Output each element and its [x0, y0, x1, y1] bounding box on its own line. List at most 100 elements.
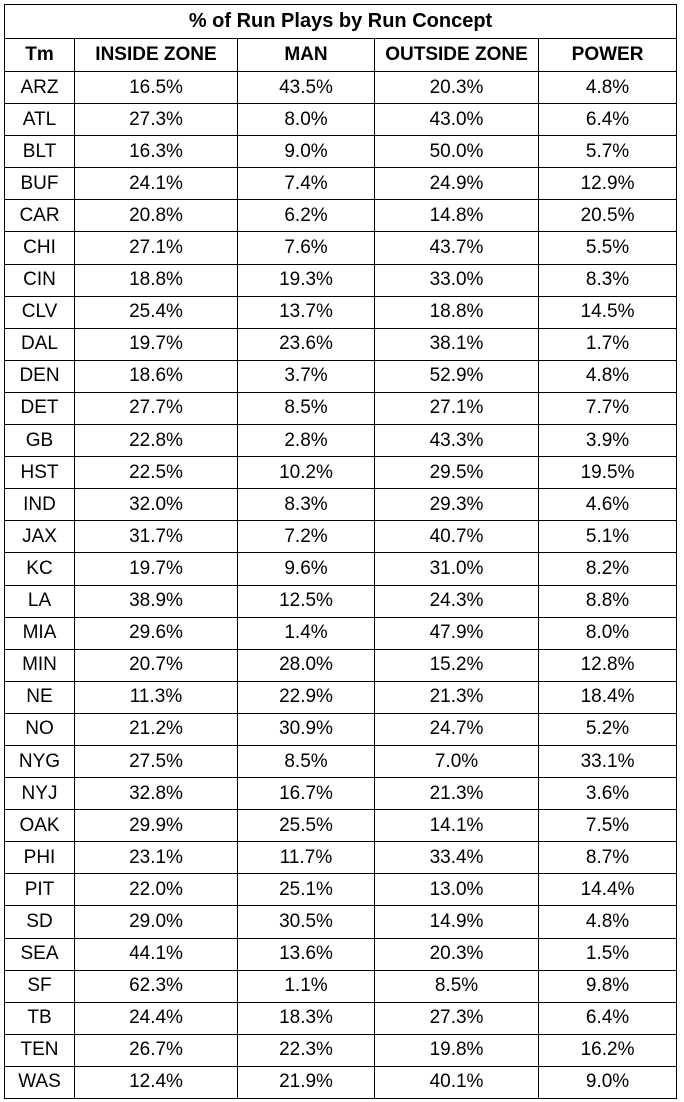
- inside-zone-cell: 31.7%: [74, 520, 238, 554]
- inside-zone-cell: 24.1%: [74, 167, 238, 201]
- outside-zone-cell: 33.4%: [374, 841, 539, 875]
- inside-zone-cell: 23.1%: [74, 841, 238, 875]
- table-row: BLT 16.3% 9.0% 50.0% 5.7%: [4, 135, 678, 169]
- man-cell: 11.7%: [237, 841, 375, 875]
- man-cell: 19.3%: [237, 263, 375, 297]
- man-cell: 8.5%: [237, 744, 375, 779]
- man-cell: 43.5%: [237, 70, 375, 105]
- inside-zone-cell: 16.3%: [74, 135, 238, 169]
- outside-zone-cell: 24.9%: [374, 167, 539, 201]
- man-cell: 9.0%: [237, 135, 375, 169]
- outside-zone-cell: 40.7%: [374, 520, 539, 554]
- man-cell: 13.7%: [237, 295, 375, 329]
- table-row: CHI 27.1% 7.6% 43.7% 5.5%: [4, 231, 678, 265]
- table-row: KC 19.7% 9.6% 31.0% 8.2%: [4, 552, 678, 586]
- table-row: CAR 20.8% 6.2% 14.8% 20.5%: [4, 199, 678, 233]
- table-row: SD 29.0% 30.5% 14.9% 4.8%: [4, 905, 678, 939]
- man-cell: 21.9%: [237, 1065, 375, 1100]
- table-row: JAX 31.7% 7.2% 40.7% 5.1%: [4, 520, 678, 554]
- inside-zone-cell: 38.9%: [74, 584, 238, 618]
- man-cell: 23.6%: [237, 327, 375, 361]
- outside-zone-cell: 27.3%: [374, 1001, 539, 1035]
- power-cell: 8.3%: [537, 263, 678, 297]
- inside-zone-cell: 22.5%: [74, 456, 238, 490]
- outside-zone-cell: 20.3%: [374, 70, 539, 105]
- table-row: LA 38.9% 12.5% 24.3% 8.8%: [4, 584, 678, 618]
- outside-zone-cell: 47.9%: [374, 616, 539, 650]
- table-row: NYJ 32.8% 16.7% 21.3% 3.6%: [4, 777, 678, 811]
- outside-zone-cell: 38.1%: [374, 327, 539, 361]
- team-cell: OAK: [4, 809, 75, 843]
- inside-zone-cell: 32.8%: [74, 777, 238, 811]
- power-cell: 8.8%: [537, 584, 678, 618]
- outside-zone-cell: 52.9%: [374, 359, 539, 393]
- team-cell: CAR: [4, 199, 75, 233]
- man-cell: 22.9%: [237, 680, 375, 714]
- outside-zone-cell: 29.3%: [374, 488, 539, 522]
- outside-zone-cell: 15.2%: [374, 648, 539, 682]
- inside-zone-cell: 16.5%: [74, 70, 238, 105]
- inside-zone-cell: 25.4%: [74, 295, 238, 329]
- table-row: PHI 23.1% 11.7% 33.4% 8.7%: [4, 841, 678, 875]
- inside-zone-cell: 18.8%: [74, 263, 238, 297]
- power-cell: 4.8%: [537, 70, 678, 105]
- outside-zone-cell: 21.3%: [374, 777, 539, 811]
- outside-zone-cell: 40.1%: [374, 1065, 539, 1100]
- table-row: BUF 24.1% 7.4% 24.9% 12.9%: [4, 167, 678, 201]
- run-concept-table-container: % of Run Plays by Run Concept Tm INSIDE Z…: [3, 4, 678, 1100]
- man-cell: 25.5%: [237, 809, 375, 843]
- table-row: GB 22.8% 2.8% 43.3% 3.9%: [4, 424, 678, 458]
- team-cell: KC: [4, 552, 75, 586]
- power-cell: 9.0%: [537, 1065, 678, 1100]
- man-cell: 28.0%: [237, 648, 375, 682]
- outside-zone-cell: 27.1%: [374, 391, 539, 426]
- outside-zone-cell: 21.3%: [374, 680, 539, 714]
- power-cell: 4.8%: [537, 359, 678, 393]
- man-cell: 25.1%: [237, 873, 375, 907]
- power-cell: 3.9%: [537, 424, 678, 458]
- outside-zone-cell: 19.8%: [374, 1033, 539, 1067]
- header-power: POWER: [537, 38, 678, 72]
- team-cell: NYJ: [4, 777, 75, 811]
- team-cell: MIA: [4, 616, 75, 650]
- table-title: % of Run Plays by Run Concept: [3, 4, 678, 39]
- table-row: IND 32.0% 8.3% 29.3% 4.6%: [4, 488, 678, 522]
- table-row: PIT 22.0% 25.1% 13.0% 14.4%: [4, 873, 678, 907]
- inside-zone-cell: 19.7%: [74, 552, 238, 586]
- power-cell: 7.7%: [537, 391, 678, 426]
- outside-zone-cell: 8.5%: [374, 969, 539, 1003]
- inside-zone-cell: 21.2%: [74, 712, 238, 746]
- man-cell: 8.3%: [237, 488, 375, 522]
- table-row: WAS 12.4% 21.9% 40.1% 9.0%: [4, 1065, 678, 1100]
- inside-zone-cell: 20.7%: [74, 648, 238, 682]
- team-cell: SF: [4, 969, 75, 1003]
- man-cell: 30.9%: [237, 712, 375, 746]
- power-cell: 3.6%: [537, 777, 678, 811]
- power-cell: 7.5%: [537, 809, 678, 843]
- man-cell: 1.1%: [237, 969, 375, 1003]
- man-cell: 7.4%: [237, 167, 375, 201]
- team-cell: HST: [4, 456, 75, 490]
- power-cell: 12.8%: [537, 648, 678, 682]
- table-row: ATL 27.3% 8.0% 43.0% 6.4%: [4, 103, 678, 137]
- table-row: MIN 20.7% 28.0% 15.2% 12.8%: [4, 648, 678, 682]
- power-cell: 6.4%: [537, 1001, 678, 1035]
- inside-zone-cell: 24.4%: [74, 1001, 238, 1035]
- team-cell: GB: [4, 424, 75, 458]
- outside-zone-cell: 18.8%: [374, 295, 539, 329]
- table-body: ARZ 16.5% 43.5% 20.3% 4.8% ATL 27.3% 8.0% 43.0% 6…: [4, 70, 678, 1100]
- team-cell: LA: [4, 584, 75, 618]
- outside-zone-cell: 33.0%: [374, 263, 539, 297]
- man-cell: 9.6%: [237, 552, 375, 586]
- team-cell: SEA: [4, 937, 75, 971]
- table-row: NE 11.3% 22.9% 21.3% 18.4%: [4, 680, 678, 714]
- outside-zone-cell: 14.8%: [374, 199, 539, 233]
- man-cell: 18.3%: [237, 1001, 375, 1035]
- team-cell: TB: [4, 1001, 75, 1035]
- table-row: MIA 29.6% 1.4% 47.9% 8.0%: [4, 616, 678, 650]
- table-row: OAK 29.9% 25.5% 14.1% 7.5%: [4, 809, 678, 843]
- power-cell: 16.2%: [537, 1033, 678, 1067]
- team-cell: ATL: [4, 103, 75, 137]
- power-cell: 5.2%: [537, 712, 678, 746]
- table-row: HST 22.5% 10.2% 29.5% 19.5%: [4, 456, 678, 490]
